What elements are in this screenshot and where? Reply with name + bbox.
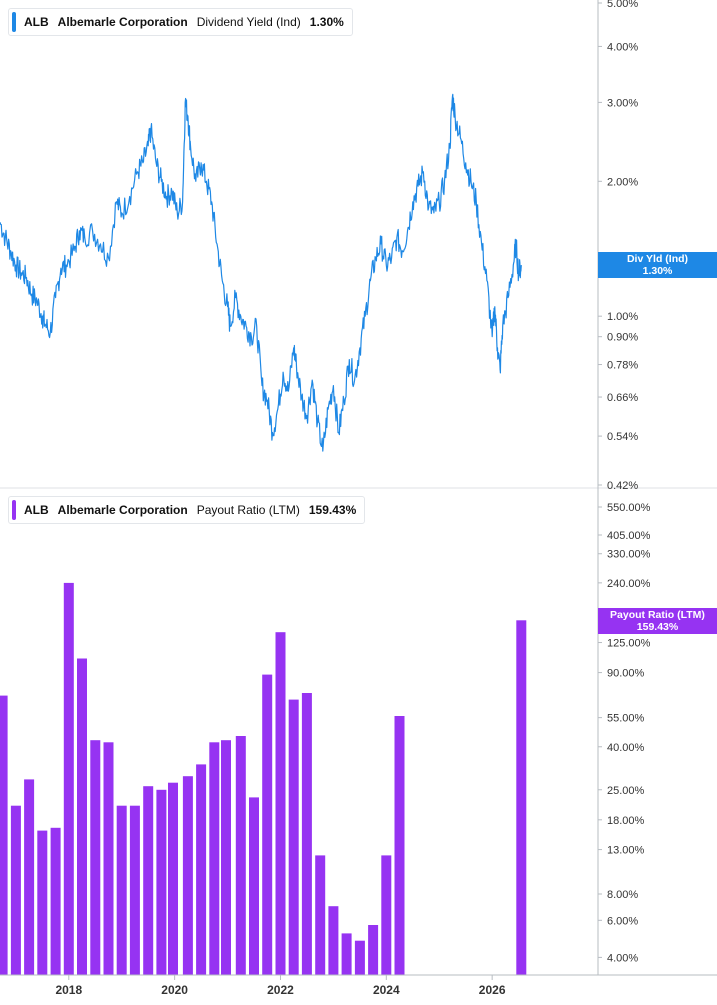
y-tick-label: 2.00% (607, 176, 638, 188)
payout-ratio-bar (328, 906, 339, 975)
payout-ratio-bar (90, 740, 101, 975)
dividend-yield-panel: 5.00% 4.00% 3.00% 2.00% 1.00% 0.90% 0.78% 0.66%… (0, 0, 717, 975)
payout-ratio-bar (24, 779, 35, 975)
payout-ratio-bar (394, 716, 405, 975)
y-tick-label: 125.00% (607, 638, 651, 650)
y-tick-label: 3.00% (607, 97, 638, 109)
dividend-yield-legend[interactable]: ALB Albemarle Corporation Dividend Yield… (8, 8, 353, 36)
y-tick-label: 1.00% (607, 311, 638, 323)
y-tick-label: 0.54% (607, 431, 638, 443)
payout-ratio-bar (249, 797, 259, 975)
badge-title: Payout Ratio (LTM) (610, 609, 705, 621)
badge-value: 1.30% (642, 265, 673, 277)
x-tick-label: 2026 (479, 983, 506, 997)
y-tick-label: 6.00% (607, 915, 638, 927)
company-label: Albemarle Corporation (57, 15, 188, 29)
y-tick-label: 55.00% (607, 713, 645, 725)
y-tick-label: 330.00% (607, 549, 651, 561)
payout-ratio-bar (156, 789, 167, 975)
payout-ratio-bar (516, 620, 527, 975)
y-tick-label: 405.00% (607, 530, 651, 542)
x-tick-label: 2018 (55, 983, 82, 997)
payout-ratio-legend[interactable]: ALB Albemarle Corporation Payout Ratio (… (8, 496, 366, 524)
payout-ratio-bar (354, 940, 365, 975)
x-tick-label: 2020 (161, 983, 188, 997)
payout-ratio-bar (262, 674, 273, 975)
y-tick-label: 0.66% (607, 392, 638, 404)
payout-ratio-bar (182, 776, 193, 975)
y-tick-label: 4.00% (607, 952, 638, 964)
x-axis: 2018 2020 2022 2024 2026 (0, 974, 717, 997)
metric-label: Dividend Yield (Ind) (196, 15, 301, 29)
y-tick-label: 25.00% (607, 785, 645, 797)
metric-label: Payout Ratio (LTM) (196, 503, 300, 517)
y-tick-label: 4.00% (607, 41, 638, 53)
y-tick-label: 0.78% (607, 360, 638, 372)
payout-ratio-bar (168, 782, 178, 975)
payout-ratio-bar (10, 805, 21, 975)
payout-ratio-bar (209, 742, 220, 975)
x-tick-label: 2022 (267, 983, 294, 997)
dividend-yield-value-badge: Div Yld (Ind) 1.30% (598, 252, 717, 278)
x-tick-label: 2024 (373, 983, 400, 997)
ticker-label: ALB (24, 15, 49, 29)
payout-ratio-bar (116, 805, 127, 975)
payout-ratio-bar (221, 740, 231, 975)
y-tick-label: 550.00% (607, 502, 651, 514)
y-tick-label: 8.00% (607, 889, 638, 901)
company-label: Albemarle Corporation (57, 503, 188, 517)
payout-ratio-bar (381, 855, 392, 975)
payout-ratio-bar (129, 805, 140, 975)
payout-ratio-bar (50, 827, 61, 975)
payout-ratio-value-badge: Payout Ratio (LTM) 159.43% (598, 608, 717, 634)
payout-ratio-bar (275, 632, 286, 975)
y-tick-label: 18.00% (607, 815, 645, 827)
payout-ratio-bar (288, 699, 299, 975)
dividend-yield-line (0, 93, 522, 452)
y-tick-label: 40.00% (607, 742, 645, 754)
metric-value: 1.30% (309, 15, 344, 29)
payout-ratio-bar (143, 786, 154, 975)
payout-ratio-bar (103, 742, 114, 975)
payout-ratio-bar (0, 695, 8, 975)
payout-ratio-bar (196, 764, 207, 975)
payout-ratio-bar (301, 693, 312, 975)
payout-ratio-bar (77, 658, 87, 975)
y-tick-label: 5.00% (607, 0, 638, 10)
y-tick-label: 90.00% (607, 668, 645, 680)
y-tick-label: 0.42% (607, 480, 638, 492)
y-tick-label: 13.00% (607, 845, 645, 857)
payout-ratio-bar (341, 933, 352, 975)
badge-value: 159.43% (636, 621, 679, 633)
payout-ratio-bar (235, 736, 246, 975)
payout-ratio-bar (37, 830, 48, 975)
badge-title: Div Yld (Ind) (626, 253, 689, 265)
payout-ratio-bar (315, 855, 326, 975)
payout-ratio-panel: 550.00% 405.00% 330.00% 240.00% 125.00% 90.00… (0, 502, 651, 975)
series-color-swatch (12, 500, 16, 520)
payout-ratio-bar (368, 925, 379, 975)
metric-value: 159.43% (308, 503, 357, 517)
y-tick-label: 240.00% (607, 578, 651, 590)
payout-ratio-bar (63, 582, 74, 975)
y-tick-label: 0.90% (607, 332, 638, 344)
series-color-swatch (12, 12, 16, 32)
ticker-label: ALB (24, 503, 49, 517)
